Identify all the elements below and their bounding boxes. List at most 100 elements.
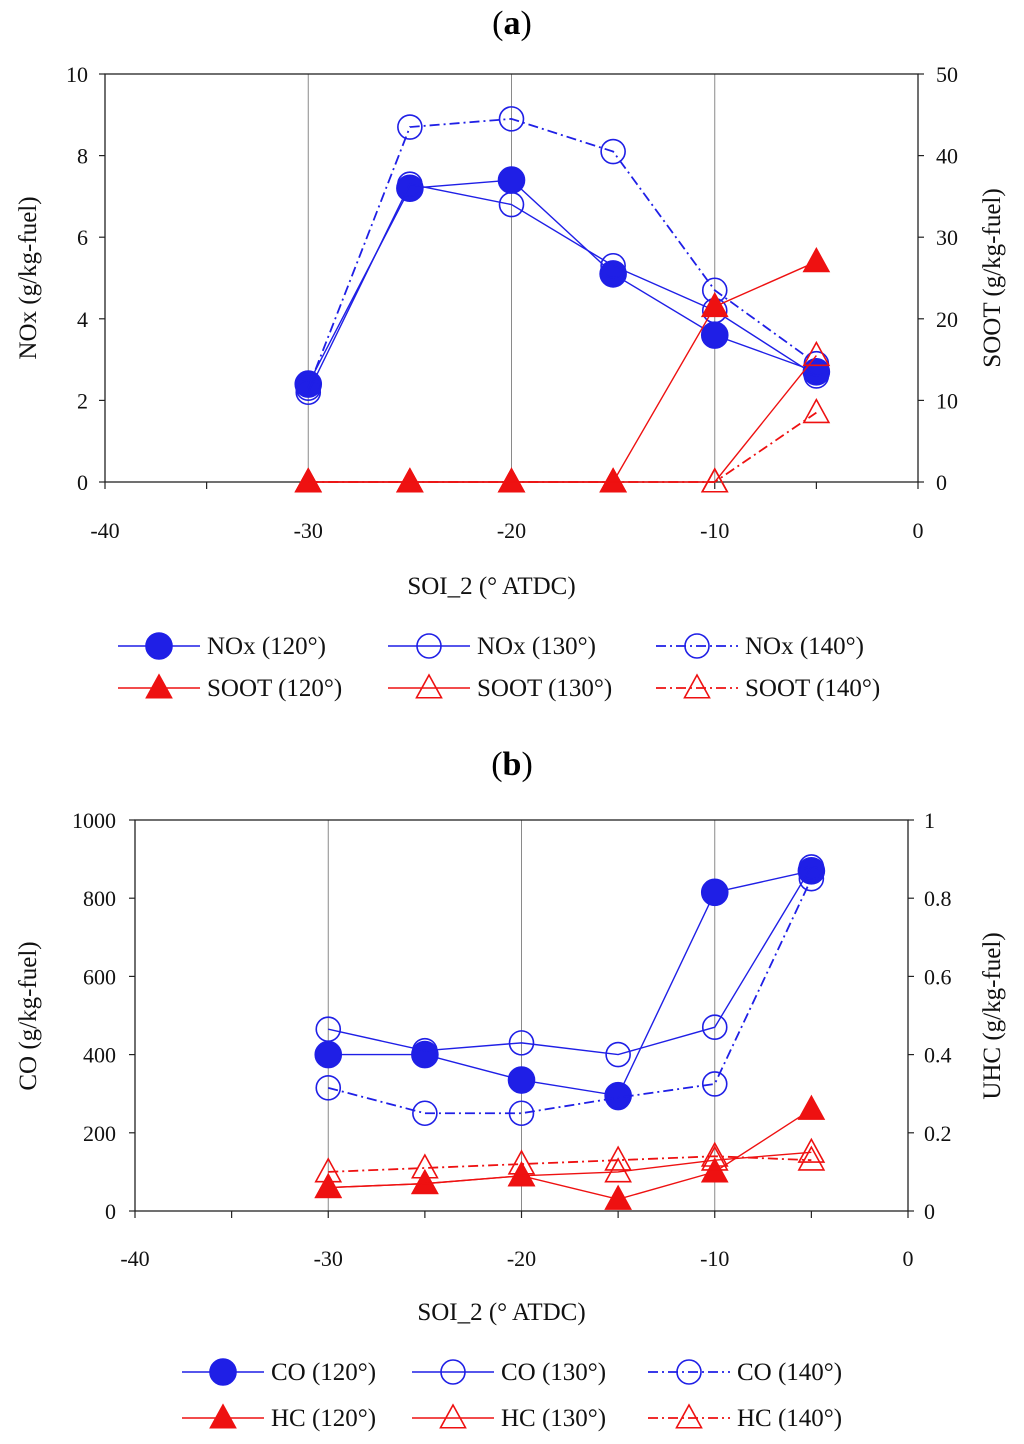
x-tick-label: -40	[120, 1246, 149, 1271]
data-point	[700, 321, 729, 349]
series-line	[308, 411, 817, 483]
chart-panel-b: (b)-40 -30 -20 -10 00200400600800100000.20.4…	[15, 746, 1006, 1432]
data-point	[797, 1145, 826, 1171]
x-tick-label: -20	[507, 1246, 536, 1271]
data-point	[498, 106, 525, 132]
data-point	[295, 375, 322, 401]
data-point	[803, 363, 830, 389]
data-point	[315, 1075, 342, 1101]
legend-item: SOOT (120°)	[118, 673, 342, 702]
data-point	[397, 171, 423, 197]
data-point	[411, 1168, 439, 1195]
data-point	[314, 1172, 343, 1199]
x-tick-label: -40	[90, 518, 119, 543]
data-point	[701, 1014, 728, 1041]
y-left-tick-label: 0	[77, 470, 88, 495]
series-hc-140	[314, 1141, 826, 1183]
y-right-tick-label: 1	[924, 808, 935, 833]
data-point	[396, 467, 424, 493]
legend-item: SOOT (140°)	[656, 673, 880, 702]
data-point	[802, 247, 831, 273]
legend: CO (120°) CO (130°) CO (140°) HC (120°) HC (…	[182, 1358, 842, 1432]
panel-label: (b)	[491, 746, 533, 783]
panel-label: (a)	[492, 5, 532, 42]
y-right-tick-label: 10	[936, 388, 958, 413]
data-point	[497, 467, 526, 493]
legend-label: SOOT (130°)	[477, 675, 612, 702]
series-co-140	[315, 865, 825, 1127]
data-point	[700, 1145, 729, 1171]
y-right-axis-title: UHC (g/kg-fuel)	[979, 932, 1006, 1099]
legend-label: SOOT (140°)	[745, 675, 880, 702]
x-tick-label: -20	[497, 518, 526, 543]
x-tick-label: -10	[700, 518, 729, 543]
data-point	[411, 1153, 439, 1179]
data-point	[701, 1071, 728, 1097]
y-left-tick-label: 8	[77, 144, 88, 169]
y-left-axis-title: NOx (g/kg-fuel)	[15, 196, 42, 359]
y-right-tick-label: 0.6	[924, 964, 952, 989]
y-right-tick-label: 40	[936, 144, 958, 169]
data-point	[397, 114, 423, 140]
legend-label: NOx (130°)	[477, 633, 596, 660]
series-line	[328, 1108, 812, 1200]
data-point	[314, 1157, 343, 1183]
y-right-tick-label: 0	[936, 470, 947, 495]
data-point	[315, 1016, 342, 1042]
data-point	[396, 174, 424, 203]
y-right-tick-label: 0	[924, 1199, 935, 1224]
series-line	[328, 1155, 812, 1173]
y-left-tick-label: 1000	[72, 808, 116, 833]
legend-marker	[675, 1403, 703, 1429]
series-line	[328, 878, 813, 1115]
data-point	[508, 1100, 535, 1127]
chart-panel-a: (a)-40 -30 -20 -10 0024681001020304050SOI_2 …	[15, 5, 1006, 702]
legend-marker	[209, 1358, 237, 1386]
series-line	[308, 355, 817, 483]
series-co-120	[314, 857, 826, 1110]
x-axis-title: SOI_2 (° ATDC)	[407, 573, 575, 600]
y-left-tick-label: 200	[83, 1121, 116, 1146]
data-point	[600, 138, 626, 165]
data-point	[604, 1184, 632, 1210]
data-point	[700, 878, 729, 907]
legend-marker	[676, 1359, 702, 1385]
legend-marker	[439, 1403, 467, 1429]
legend-label: NOx (140°)	[745, 633, 864, 660]
data-point	[507, 1066, 536, 1094]
series-line	[328, 866, 812, 1056]
legend-item: NOx (120°)	[118, 632, 326, 660]
series-line	[328, 870, 812, 1097]
data-point	[605, 1041, 631, 1068]
y-left-tick-label: 800	[83, 886, 116, 911]
legend-marker	[683, 673, 711, 699]
series-hc-130	[314, 1137, 826, 1199]
y-right-tick-label: 50	[936, 62, 958, 87]
legend-item: HC (120°)	[182, 1403, 376, 1432]
data-point	[599, 467, 627, 493]
data-point	[411, 1168, 439, 1195]
legend-label: CO (120°)	[271, 1359, 376, 1386]
legend-item: HC (130°)	[412, 1403, 606, 1432]
data-point	[314, 1040, 343, 1069]
y-right-tick-label: 0.8	[924, 886, 952, 911]
y-left-tick-label: 6	[77, 225, 88, 250]
legend-marker	[145, 673, 173, 699]
y-right-tick-label: 0.2	[924, 1121, 952, 1146]
data-point	[412, 1100, 438, 1127]
y-left-axis-title: CO (g/kg-fuel)	[15, 941, 42, 1090]
legend-label: SOOT (120°)	[207, 675, 342, 702]
data-point	[599, 260, 627, 288]
data-point	[497, 166, 526, 194]
data-point	[700, 467, 729, 493]
y-right-tick-label: 0.4	[924, 1043, 952, 1068]
x-tick-label: -30	[294, 518, 323, 543]
legend-marker	[145, 632, 173, 660]
y-left-tick-label: 10	[66, 62, 88, 87]
data-point	[497, 467, 526, 493]
x-tick-label: -30	[314, 1246, 343, 1271]
series-nox-120	[294, 166, 831, 398]
y-left-tick-label: 4	[77, 307, 88, 332]
legend-item: HC (140°)	[648, 1403, 842, 1432]
